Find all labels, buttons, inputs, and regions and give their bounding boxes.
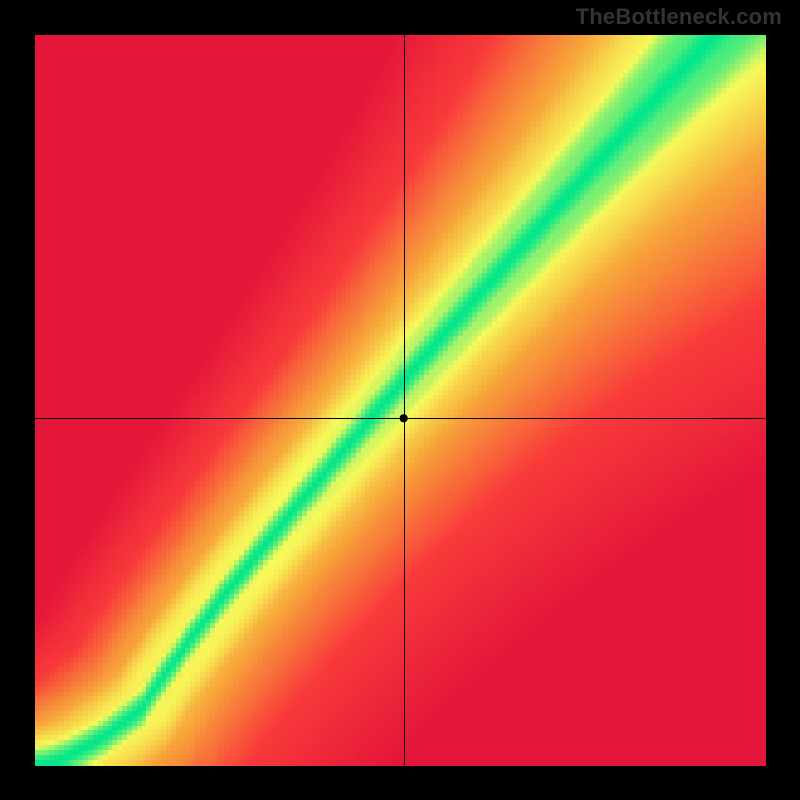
chart-container: TheBottleneck.com [0, 0, 800, 800]
bottleneck-heatmap [0, 0, 800, 800]
